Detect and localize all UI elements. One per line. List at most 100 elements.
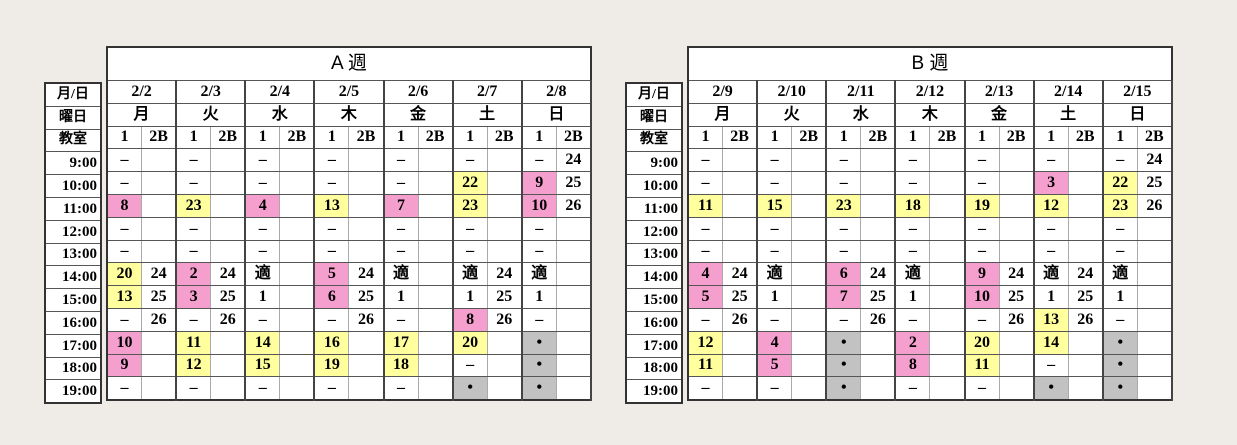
schedule-cell: 25	[1136, 171, 1173, 195]
schedule-cell	[555, 376, 592, 401]
schedule-cell: –	[825, 239, 862, 264]
schedule-cell	[210, 330, 247, 355]
schedule-cell: –	[756, 239, 793, 264]
schedule-cell: –	[175, 216, 212, 241]
schedule-cell	[555, 353, 592, 378]
schedule-cell: 25	[141, 285, 178, 309]
schedule-cell	[486, 239, 523, 264]
schedule-cell: 適	[756, 262, 793, 287]
schedule-cell: –	[894, 307, 931, 332]
table-row: – – • – – • •	[687, 376, 1173, 401]
schedule-cell: 20	[106, 262, 143, 287]
schedule-cell	[722, 353, 759, 378]
schedule-cell: –	[313, 148, 350, 173]
time-label: 9:00	[625, 151, 683, 176]
schedule-cell	[929, 376, 966, 401]
schedule-cell	[486, 353, 523, 378]
schedule-cell: 1	[756, 285, 793, 309]
schedule-cell	[210, 148, 247, 173]
time-label: 14:00	[625, 265, 683, 290]
schedule-cell: 1	[521, 285, 557, 309]
schedule-cell: –	[175, 148, 212, 173]
table-row: 9 12 15 19 18 – •	[106, 353, 592, 378]
schedule-cell	[348, 171, 385, 195]
schedule-cell	[417, 330, 454, 355]
schedule-cell: 適	[1033, 262, 1069, 287]
date-header: 2/5	[313, 80, 385, 104]
schedule-cell: 24	[555, 148, 592, 173]
table-row: – – – – – • •	[106, 376, 592, 401]
schedule-cell: 5	[756, 353, 793, 378]
schedule-cell	[417, 239, 454, 264]
schedule-cell	[860, 239, 897, 264]
schedule-cell: –	[825, 307, 862, 332]
schedule-cell	[348, 330, 385, 355]
room-header: 2B	[1067, 125, 1104, 150]
schedule-cell: –	[964, 216, 1000, 241]
schedule-cell: –	[964, 376, 1000, 401]
table-row: 8 23 4 13 7 23 10 26	[106, 193, 592, 218]
schedule-cell	[860, 171, 897, 195]
schedule-cell	[860, 148, 897, 173]
schedule-cell: 10	[964, 285, 1000, 309]
table-row: 20 24 2 24 適 5 24 適適 24 適	[106, 262, 592, 287]
schedule-cell	[791, 330, 828, 355]
schedule-cell: 適	[244, 262, 281, 287]
schedule-cell: •	[1102, 330, 1138, 355]
time-label: 18:00	[625, 356, 683, 381]
schedule-cell: 14	[1033, 330, 1069, 355]
schedule-cell: 24	[1136, 148, 1173, 173]
schedule-cell	[210, 216, 247, 241]
schedule-cell: 26	[998, 307, 1035, 332]
schedule-cell	[417, 353, 454, 378]
schedule-cell	[141, 148, 178, 173]
schedule-cell: –	[383, 239, 419, 264]
schedule-cell	[348, 239, 385, 264]
schedule-cell: 6	[313, 285, 350, 309]
room-header: 2B	[417, 125, 454, 150]
schedule-cell	[998, 376, 1035, 401]
schedule-cell	[791, 353, 828, 378]
schedule-cell	[141, 330, 178, 355]
schedule-cell: 11	[964, 353, 1000, 378]
room-header: 1	[521, 125, 557, 150]
schedule-cell	[141, 239, 178, 264]
schedule-cell: 25	[486, 285, 523, 309]
schedule-cell	[1067, 216, 1104, 241]
schedule-cell	[791, 171, 828, 195]
schedule-cell	[791, 216, 828, 241]
room-header: 1	[383, 125, 419, 150]
schedule-cell: 19	[313, 353, 350, 378]
room-header: 2B	[279, 125, 316, 150]
date-header: 2/4	[244, 80, 316, 104]
schedule-cell: 1	[894, 285, 931, 309]
schedule-cell: –	[756, 216, 793, 241]
weekday-header: 土	[1033, 102, 1104, 127]
room-header: 2B	[860, 125, 897, 150]
time-label: 9:00	[44, 151, 102, 176]
room-row-label: 教室	[625, 128, 683, 153]
room-header: 1	[825, 125, 862, 150]
schedule-cell	[791, 148, 828, 173]
schedule-cell	[929, 216, 966, 241]
schedule-cell: 24	[348, 262, 385, 287]
schedule-cell	[998, 330, 1035, 355]
schedule-cell: –	[1102, 239, 1138, 264]
schedule-cell: –	[313, 171, 350, 195]
schedule-cell: 適	[383, 262, 419, 287]
weekday-header: 土	[452, 102, 523, 127]
schedule-cell: 3	[175, 285, 212, 309]
schedule-cell: 23	[452, 193, 488, 218]
schedule-cell: 8	[106, 193, 143, 218]
schedule-cell: –	[687, 171, 724, 195]
time-label: 19:00	[625, 379, 683, 404]
schedule-cell	[1067, 148, 1104, 173]
schedule-cell: –	[521, 216, 557, 241]
schedule-cell: 4	[756, 330, 793, 355]
schedule-cell	[722, 376, 759, 401]
schedule-cell	[1136, 330, 1173, 355]
schedule-cell: –	[687, 307, 724, 332]
schedule-cell	[929, 285, 966, 309]
schedule-cell	[791, 193, 828, 218]
schedule-cell	[791, 285, 828, 309]
